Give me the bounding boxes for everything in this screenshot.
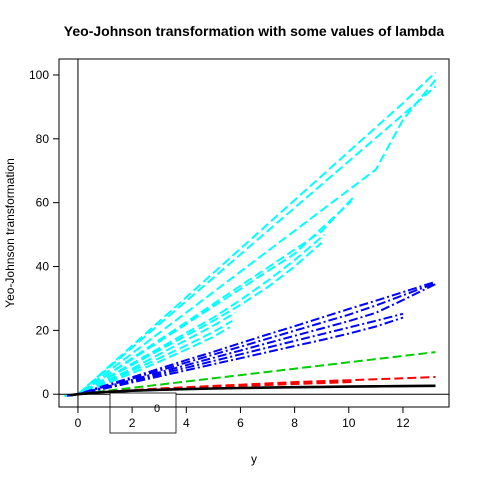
x-tick-label: 0: [75, 416, 82, 430]
y-tick-label: 60: [36, 196, 50, 210]
series-line-0-2: [69, 79, 437, 397]
series-line-1-3: [69, 312, 404, 397]
series-line-1-4: [69, 316, 404, 397]
series-line-0-9: [72, 326, 231, 397]
y-tick-label: 40: [36, 260, 50, 274]
y-tick-label: 20: [36, 323, 50, 337]
x-tick-label: 12: [396, 416, 410, 430]
x-tick-label: 2: [129, 416, 136, 430]
plot-region: 0 0 2 4 6 8 10 12 0 20 40 60 80 100: [29, 58, 450, 434]
y-axis-label: Yeo-Johnson transformation: [3, 158, 17, 308]
legend-entry: 0: [154, 403, 160, 415]
series-line-2-0: [69, 351, 436, 397]
x-axis-label: y: [251, 452, 257, 466]
series-line-0-6: [72, 241, 323, 397]
series-line-0-5: [72, 233, 326, 397]
series-lines: [59, 59, 449, 407]
series-line-4-0: [69, 384, 436, 397]
chart-title: Yeo-Johnson transformation with some val…: [64, 23, 445, 39]
legend: 0: [109, 392, 177, 434]
series-line-0-3: [69, 195, 355, 397]
series-line-0-8: [72, 319, 233, 397]
plot-box: [58, 58, 450, 408]
series-line-0-1: [66, 85, 437, 397]
legend-box: [109, 392, 177, 434]
y-tick-label: 80: [36, 132, 50, 146]
series-line-1-0: [66, 280, 436, 397]
series-line-1-2: [69, 283, 436, 397]
y-tick-label: 0: [42, 387, 49, 401]
x-tick-label: 10: [342, 416, 356, 430]
x-tick-label: 6: [237, 416, 244, 430]
series-line-3-2: [69, 380, 355, 397]
y-tick-label: 100: [29, 68, 49, 82]
series-line-1-1: [66, 282, 436, 397]
x-tick-label: 8: [291, 416, 298, 430]
x-tick-label: 4: [183, 416, 190, 430]
series-line-0-7: [72, 311, 236, 397]
series-line-0-0: [64, 71, 437, 398]
